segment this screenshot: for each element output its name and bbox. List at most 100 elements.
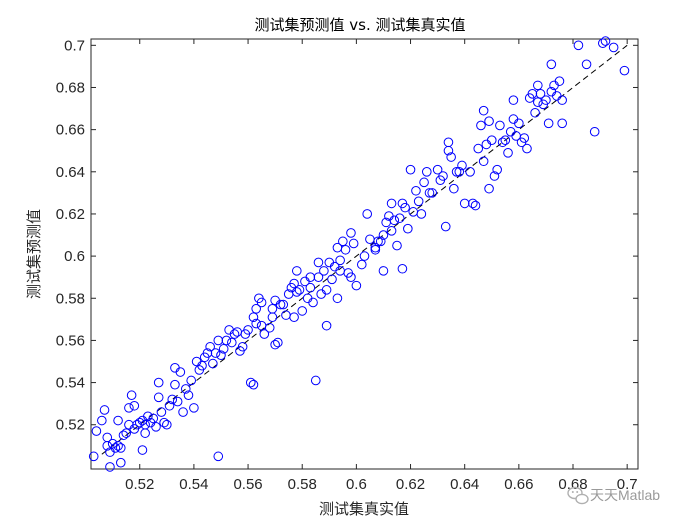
data-point [608, 42, 619, 53]
data-point [105, 462, 115, 472]
data-point [530, 107, 540, 118]
data-point [546, 59, 557, 70]
data-point [438, 171, 448, 181]
data-point [248, 312, 259, 323]
data-point [362, 209, 373, 219]
y-tick-label: 0.54 [56, 375, 85, 392]
data-point [186, 375, 196, 386]
data-point [400, 202, 410, 213]
data-point [484, 116, 494, 127]
data-point [356, 259, 367, 270]
data-point [386, 198, 397, 209]
data-point [113, 441, 123, 451]
data-point [348, 238, 359, 249]
data-point [554, 76, 565, 86]
data-point [172, 396, 183, 407]
data-point [535, 89, 546, 99]
y-tick-label: 0.66 [56, 122, 85, 139]
data-point [99, 405, 110, 415]
data-point [270, 339, 280, 350]
data-point [278, 299, 289, 310]
data-point [351, 280, 362, 291]
data-point [273, 337, 283, 348]
data-point [264, 322, 275, 333]
data-point [424, 188, 435, 198]
data-point [386, 226, 397, 236]
data-point [159, 417, 169, 428]
data-point [500, 135, 511, 145]
data-point [373, 236, 383, 247]
data-point [162, 419, 172, 430]
data-point [97, 415, 107, 426]
data-point [427, 188, 437, 198]
x-tick-label: 0.56 [233, 476, 262, 493]
data-point [443, 145, 454, 156]
data-point [113, 415, 123, 426]
data-point [180, 384, 191, 394]
data-point [514, 118, 524, 129]
data-point [275, 299, 286, 310]
x-tick-label: 0.68 [558, 476, 587, 493]
data-point [153, 377, 164, 388]
y-tick-label: 0.52 [56, 417, 85, 434]
data-point [432, 164, 443, 175]
x-tick-label: 0.64 [450, 476, 479, 493]
data-point [245, 377, 256, 388]
data-point [88, 451, 99, 462]
data-point [308, 297, 318, 308]
data-point [392, 240, 402, 251]
y-tick-label: 0.7 [64, 37, 85, 54]
data-point [332, 293, 343, 304]
data-point [465, 166, 475, 177]
data-point [397, 263, 408, 274]
data-point [248, 379, 259, 390]
data-point [170, 379, 180, 390]
data-point [124, 403, 134, 413]
data-point [519, 133, 530, 143]
data-point [589, 126, 600, 137]
data-point [313, 272, 324, 282]
data-point [486, 135, 497, 145]
data-point [151, 422, 161, 432]
data-point [492, 164, 502, 175]
data-point [338, 236, 348, 247]
data-point [340, 244, 351, 255]
data-point [243, 325, 253, 335]
data-point [419, 177, 429, 188]
data-point [313, 257, 324, 268]
data-point [451, 166, 462, 177]
data-point [216, 350, 226, 360]
data-point [310, 375, 321, 386]
watermark: 天天Matlab [567, 486, 660, 505]
data-point [289, 278, 299, 289]
data-point [153, 392, 164, 403]
data-point [213, 451, 224, 462]
data-point [126, 390, 137, 401]
x-tick-label: 0.7 [617, 476, 638, 493]
data-point [446, 152, 456, 162]
data-point [489, 171, 500, 181]
data-point [129, 400, 140, 411]
data-point [118, 430, 129, 441]
x-tick-label: 0.66 [504, 476, 533, 493]
data-point [484, 183, 494, 194]
axes-box [90, 38, 639, 470]
x-axis-label: 测试集真实值 [319, 500, 409, 518]
data-point [115, 457, 126, 468]
data-point [321, 320, 332, 331]
x-tick-label: 0.52 [125, 476, 154, 493]
data-point [454, 166, 465, 177]
data-point [115, 443, 126, 453]
data-point [327, 274, 337, 285]
data-point [218, 344, 229, 354]
data-point [370, 242, 381, 253]
data-point [421, 166, 432, 177]
data-point [375, 236, 386, 247]
data-point [405, 164, 416, 175]
data-point [359, 251, 370, 261]
data-point [403, 223, 413, 234]
data-point [156, 407, 167, 417]
data-point [251, 304, 261, 314]
data-point [297, 306, 308, 316]
